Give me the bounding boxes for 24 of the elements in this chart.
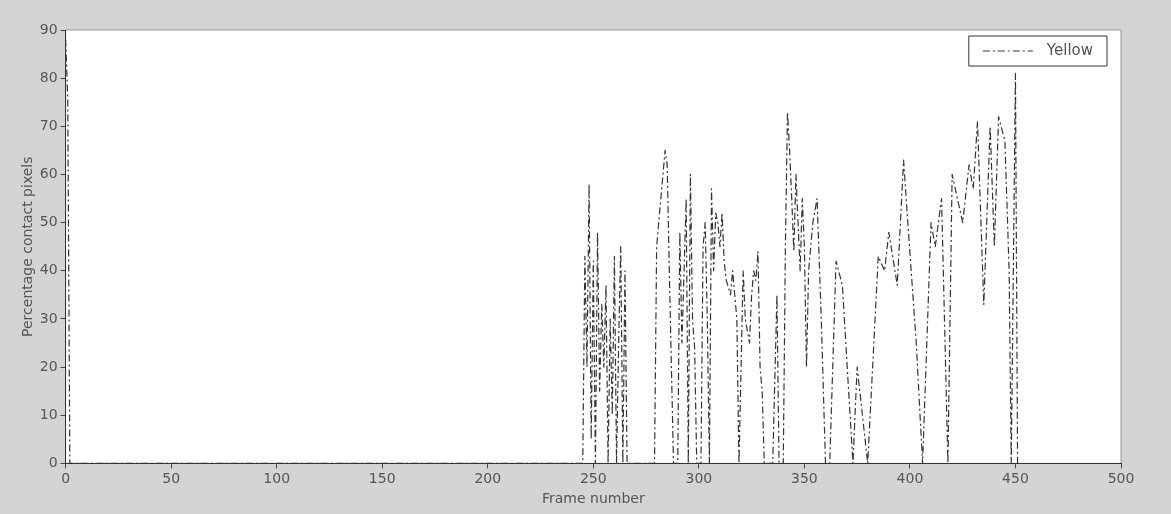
x-tick-label: 250 [579,470,607,487]
y-tick-label: 10 [39,405,58,422]
x-tick-label: 0 [61,470,71,487]
x-tick-label: 500 [1107,470,1135,487]
x-tick-label: 350 [791,470,818,487]
x-tick-label: 450 [1002,470,1029,487]
y-tick-label: 80 [39,68,58,85]
x-tick-label: 400 [896,470,924,487]
x-tick-label: 100 [263,470,291,487]
y-tick-label: 30 [39,309,58,326]
x-axis-title: Frame number [541,490,645,507]
y-tick-label: 50 [39,213,58,230]
x-tick-label: 150 [368,470,396,487]
x-tick-label: 300 [685,470,713,487]
y-tick-label: 20 [39,357,58,374]
y-tick-label: 0 [48,454,58,471]
y-tick-label: 70 [39,116,58,133]
y-tick-label: 60 [39,165,58,182]
legend-label: Yellow [1045,40,1094,59]
y-tick-label: 40 [39,261,58,278]
y-tick-label: 90 [39,20,58,37]
x-tick-label: 50 [162,470,181,487]
x-tick-label: 200 [474,470,502,487]
y-axis-title: Percentage contact pixels [19,156,36,337]
